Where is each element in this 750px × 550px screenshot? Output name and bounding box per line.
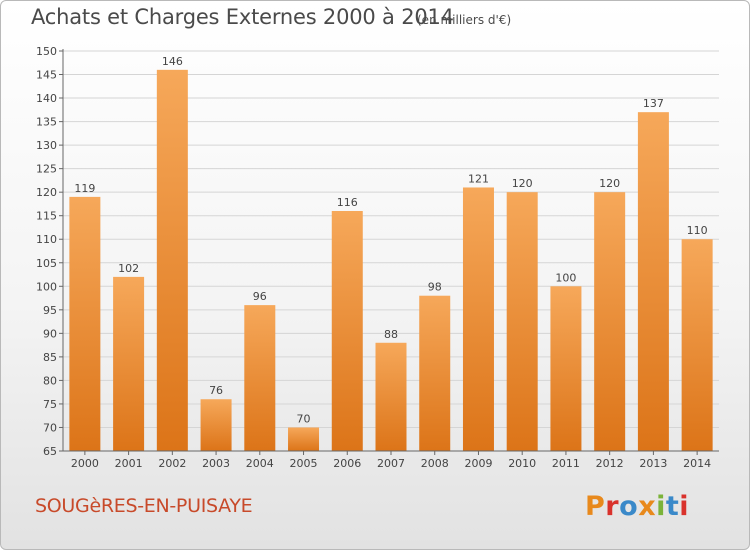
y-tick-label: 145 [36, 69, 57, 82]
y-tick-label: 140 [36, 92, 57, 105]
logo-letter: r [605, 491, 620, 522]
x-tick-label: 2012 [596, 457, 624, 470]
proxiti-logo[interactable]: Proxiti [585, 491, 689, 522]
data-label: 137 [643, 97, 664, 110]
data-label: 120 [512, 177, 533, 190]
data-label: 102 [118, 262, 139, 275]
data-label: 110 [687, 224, 708, 237]
chart-title: Achats et Charges Externes 2000 à 2014 [31, 5, 454, 29]
axes: 65 70 75 80 85 90 95 100 105 110 115 120 125 130 135 14… [36, 45, 719, 470]
data-label: 76 [209, 384, 223, 397]
bar-2009 [462, 187, 494, 451]
bars: 119 102 146 76 96 70 116 88 98 121 120 100 120 137 110 [69, 55, 713, 452]
bar-2002 [156, 69, 188, 451]
y-tick-label: 65 [43, 445, 57, 458]
chart-subtitle: (en milliers d'€) [417, 13, 512, 27]
y-tick-label: 75 [43, 398, 57, 411]
y-tick-label: 100 [36, 280, 57, 293]
bar-2007 [375, 342, 407, 451]
y-tick-label: 95 [43, 304, 57, 317]
bar-2000 [69, 196, 101, 451]
bar-2011 [550, 286, 582, 451]
bar-2014 [681, 239, 713, 451]
bar-2001 [113, 276, 145, 451]
data-label: 121 [468, 172, 489, 185]
x-tick-label: 2004 [246, 457, 274, 470]
bar-2004 [244, 305, 276, 451]
x-tick-label: 2005 [290, 457, 318, 470]
x-tick-label: 2003 [202, 457, 230, 470]
x-tick-label: 2002 [158, 457, 186, 470]
y-tick-label: 110 [36, 233, 57, 246]
x-tick-label: 2007 [377, 457, 405, 470]
bar-2008 [419, 295, 451, 451]
x-tick-label: 2000 [71, 457, 99, 470]
data-label: 120 [599, 177, 620, 190]
y-tick-label: 150 [36, 45, 57, 58]
y-tick-label: 80 [43, 374, 57, 387]
x-tick-label: 2008 [421, 457, 449, 470]
logo-letter: i [656, 491, 666, 522]
commune-name: SOUGèRES-EN-PUISAYE [35, 495, 253, 517]
data-label: 88 [384, 328, 398, 341]
y-tick-label: 105 [36, 257, 57, 270]
data-label: 119 [74, 182, 95, 195]
x-tick-label: 2001 [115, 457, 143, 470]
data-label: 116 [337, 196, 358, 209]
bar-2012 [594, 192, 626, 452]
y-tick-label: 135 [36, 116, 57, 129]
data-label: 98 [428, 281, 442, 294]
y-tick-label: 115 [36, 210, 57, 223]
logo-letter: P [585, 491, 606, 522]
y-tick-label: 90 [43, 327, 57, 340]
y-tick-label: 85 [43, 351, 57, 364]
x-tick-label: 2014 [683, 457, 711, 470]
y-tick-label: 125 [36, 163, 57, 176]
bar-2013 [637, 112, 669, 452]
bar-2010 [506, 192, 538, 452]
bar-2003 [200, 399, 232, 451]
x-tick-label: 2006 [333, 457, 361, 470]
y-tick-label: 70 [43, 421, 57, 434]
x-tick-label: 2011 [552, 457, 580, 470]
bar-2006 [331, 211, 363, 451]
bar-2005 [288, 427, 320, 451]
data-label: 146 [162, 55, 183, 68]
x-tick-label: 2013 [639, 457, 667, 470]
logo-letter: o [619, 491, 639, 522]
logo-letter: i [679, 491, 690, 522]
data-label: 96 [253, 290, 267, 303]
logo-letter: x [638, 491, 657, 522]
y-tick-label: 120 [36, 186, 57, 199]
data-label: 70 [297, 412, 311, 425]
x-tick-label: 2010 [508, 457, 536, 470]
logo-letter: t [665, 491, 680, 522]
data-label: 100 [555, 271, 576, 284]
x-tick-label: 2009 [464, 457, 492, 470]
y-tick-label: 130 [36, 139, 57, 152]
